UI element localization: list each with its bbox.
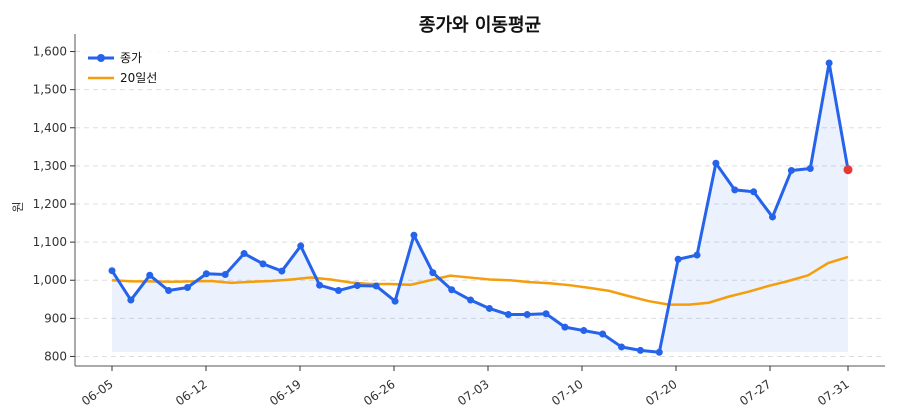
close-point	[108, 267, 116, 275]
x-tick-label: 06-12	[173, 377, 210, 408]
close-point	[542, 310, 550, 318]
close-point	[712, 159, 720, 167]
close-point	[146, 271, 154, 279]
close-point	[674, 255, 682, 263]
close-point	[202, 270, 210, 278]
chart-title: 종가와 이동평균	[419, 15, 541, 36]
close-point	[410, 231, 418, 239]
x-tick-labels: 06-05 06-12 06-19 06-26 07-03 07-10 07-20 07-27…	[79, 377, 852, 408]
legend-box	[82, 47, 168, 89]
close-point	[504, 311, 512, 319]
close-point	[334, 287, 342, 295]
x-tick-label: 07-10	[549, 377, 586, 408]
close-point	[769, 213, 777, 221]
close-point	[731, 186, 739, 194]
close-point	[523, 311, 531, 319]
close-point	[693, 251, 701, 259]
close-area	[112, 62, 848, 353]
close-point	[561, 323, 569, 331]
close-point	[618, 343, 626, 351]
close-last-point	[843, 165, 853, 175]
close-point	[655, 348, 663, 356]
close-point	[127, 296, 135, 304]
legend-ma20-label: 20일선	[120, 71, 157, 85]
legend-close-label: 종가	[120, 51, 142, 65]
close-point	[429, 269, 437, 277]
ma20-line	[111, 255, 849, 306]
close-point	[278, 267, 286, 275]
close-points	[108, 59, 853, 356]
y-tick-label: 800	[44, 349, 67, 363]
close-point	[825, 59, 833, 67]
x-tick-label: 06-26	[361, 377, 398, 408]
y-tick-label: 1,200	[33, 197, 67, 211]
close-point	[787, 166, 795, 174]
legend: 종가 20일선	[82, 47, 168, 89]
close-area-fill	[112, 62, 848, 353]
close-point	[448, 286, 456, 294]
close-point	[316, 281, 324, 289]
x-tick-label: 07-27	[737, 377, 774, 408]
x-tick-label: 06-19	[267, 377, 304, 408]
y-tick-label: 1,100	[33, 235, 67, 249]
close-point	[221, 271, 229, 279]
y-tick-label: 1,600	[33, 45, 67, 59]
close-point	[165, 287, 173, 295]
y-tick-label: 1,000	[33, 273, 67, 287]
y-tick-label: 900	[44, 311, 67, 325]
x-tick-label: 07-31	[815, 377, 852, 408]
y-tick-label: 1,400	[33, 121, 67, 135]
close-point	[353, 282, 361, 290]
x-tick-label: 06-05	[79, 377, 116, 408]
close-point	[297, 242, 305, 250]
axes	[70, 34, 885, 371]
close-point	[259, 260, 267, 268]
y-tick-label: 1,300	[33, 159, 67, 173]
close-point	[391, 297, 399, 305]
legend-close-marker	[97, 54, 105, 62]
x-tick-label: 07-20	[643, 377, 680, 408]
close-line	[110, 61, 850, 354]
close-point	[580, 327, 588, 335]
y-tick-label: 1,500	[33, 83, 67, 97]
series-group	[110, 61, 850, 354]
close-point	[183, 283, 191, 291]
close-point	[806, 165, 814, 173]
close-point	[485, 304, 493, 312]
close-point	[240, 250, 248, 258]
close-point	[636, 346, 644, 354]
x-tick-label: 07-03	[455, 377, 492, 408]
close-point	[599, 330, 607, 338]
close-point	[372, 282, 380, 290]
y-axis-label: 원	[11, 201, 25, 212]
close-point	[467, 296, 475, 304]
close-point	[750, 188, 758, 196]
y-tick-labels: 800 900 1,000 1,100 1,200 1,300 1,400 1,500 1,60…	[33, 45, 67, 364]
